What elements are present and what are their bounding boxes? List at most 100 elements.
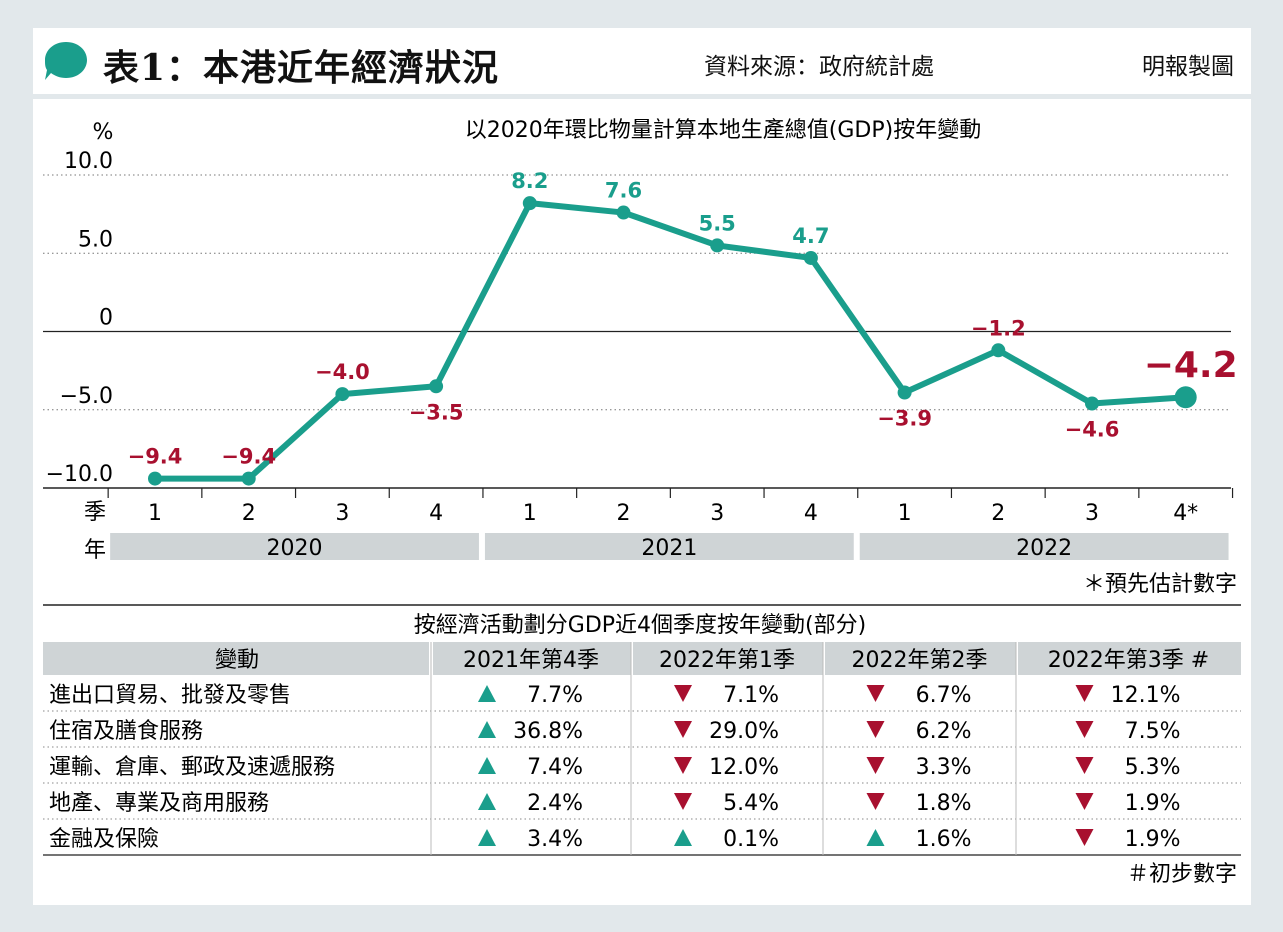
quarter-label: 2: [991, 501, 1005, 526]
y-axis-unit-label: %: [93, 120, 114, 145]
row-label: 進出口貿易、批發及零售: [49, 683, 291, 708]
year-band: [110, 533, 479, 560]
speech-bubble-icon: [45, 42, 87, 80]
sector-table: 變動 2021年第4季 2022年第1季 2022年第2季 2022年第3季 # 進出口貿…: [43, 642, 1241, 856]
year-band: [484, 533, 854, 560]
up-arrow-icon: [478, 685, 496, 702]
up-arrow-icon: [478, 721, 496, 738]
data-label: −9.4: [221, 445, 276, 469]
down-arrow-icon: [1075, 721, 1094, 738]
cell-value: 5.3%: [1125, 755, 1181, 780]
cell-value: 7.5%: [1125, 719, 1181, 744]
y-tick-labels: 10.0 5.0 0 −5.0 −10.0: [46, 149, 113, 487]
data-label: −3.5: [409, 400, 464, 424]
cell-value: 3.4%: [527, 827, 583, 852]
data-label: −1.2: [971, 316, 1026, 340]
cell-value: 2.4%: [527, 791, 583, 816]
cell-value: 1.9%: [1125, 827, 1181, 852]
down-arrow-icon: [674, 721, 692, 738]
table-header-cell: [1018, 642, 1241, 675]
data-point: [710, 238, 725, 253]
data-label: −4.0: [315, 360, 370, 384]
table-header-cell: [633, 642, 823, 675]
table-header-label: 2022年第1季: [659, 648, 795, 673]
chart-panel: 以2020年環比物量計算本地生產總值(GDP)按年變動 % 10.0 5.0 0 −5…: [33, 99, 1251, 905]
down-arrow-icon: [866, 793, 885, 810]
quarter-label: 3: [710, 501, 724, 526]
data-label: 7.6: [605, 179, 642, 203]
quarter-label: 2: [242, 501, 256, 526]
data-source: 資料來源：政府統計處: [704, 54, 934, 80]
data-point: [616, 205, 631, 220]
up-arrow-icon: [478, 757, 496, 774]
y-gridlines: [43, 174, 1231, 489]
down-arrow-icon: [1075, 793, 1094, 810]
table-header-cell: [825, 642, 1016, 675]
down-arrow-icon: [866, 757, 885, 774]
cell-value: 1.6%: [916, 827, 972, 852]
down-arrow-icon: [866, 685, 885, 702]
chart-title: 以2020年環比物量計算本地生產總值(GDP)按年變動: [465, 118, 981, 143]
quarter-label: 4: [429, 501, 443, 526]
data-label: −4.2: [1144, 345, 1238, 386]
cell-value: 0.1%: [723, 827, 779, 852]
data-point: [335, 387, 350, 402]
data-point: [1174, 386, 1197, 409]
series-line: [155, 200, 1186, 482]
down-arrow-icon: [1075, 685, 1094, 702]
table-header-cell: [433, 642, 631, 675]
quarter-label: 1: [148, 501, 162, 526]
data-point: [991, 343, 1006, 358]
cell-value: 5.4%: [723, 791, 779, 816]
down-arrow-icon: [1075, 829, 1094, 846]
table-header-label: 2021年第4季: [463, 648, 599, 673]
chart-footnote: ＊預先估計數字: [1083, 572, 1237, 597]
table-footnote: ＃初步數字: [1127, 862, 1237, 887]
cell-value: 12.1%: [1111, 683, 1181, 708]
data-label: −4.6: [1065, 417, 1120, 441]
table-header-label: 2022年第2季: [852, 648, 988, 673]
data-point: [897, 385, 912, 400]
data-point: [803, 250, 818, 265]
cell-value: 7.1%: [723, 683, 779, 708]
table-header-label: 變動: [215, 648, 259, 673]
quarter-label: 4: [804, 501, 818, 526]
cell-value: 6.7%: [916, 683, 972, 708]
cell-value: 3.3%: [916, 755, 972, 780]
quarter-label: 1: [523, 501, 537, 526]
cell-value: 29.0%: [709, 719, 779, 744]
quarter-label: 3: [335, 501, 349, 526]
quarter-label: 1: [898, 501, 912, 526]
up-arrow-icon: [478, 829, 496, 846]
header-bar: 表1：本港近年經濟狀況 資料來源：政府統計處 明報製圖: [33, 28, 1251, 94]
quarter-label: 4*: [1173, 501, 1198, 526]
graphic-credit: 明報製圖: [1142, 54, 1234, 80]
down-arrow-icon: [674, 793, 692, 810]
row-label: 住宿及膳食服務: [49, 719, 203, 744]
data-point: [1085, 396, 1099, 411]
data-label: 4.7: [792, 224, 829, 248]
table-header-cell: [43, 642, 429, 675]
cell-value: 1.9%: [1125, 791, 1181, 816]
data-label: −3.9: [877, 407, 932, 431]
up-arrow-icon: [866, 829, 885, 846]
y-tick-label: 10.0: [64, 149, 113, 174]
row-label: 地產、專業及商用服務: [49, 791, 269, 816]
data-point: [148, 471, 162, 486]
year-label: 2020: [267, 536, 323, 561]
data-label: −9.4: [128, 445, 183, 469]
x-axis: 季年 1 2 3 4 1 2 3 4 1 2 3 4* 2020 2021 2022: [84, 488, 1234, 563]
row-label: 運輸、倉庫、郵政及速遞服務: [49, 755, 335, 780]
table-header-label: 2022年第3季 #: [1048, 648, 1209, 673]
data-labels: −9.4 −9.4 −4.0 −3.5 8.2 7.6 5.5 4.7 −3.9 −1.2 −4.6…: [128, 169, 1238, 468]
data-label: 8.2: [511, 169, 548, 193]
down-arrow-icon: [674, 757, 692, 774]
year-label: 2021: [641, 536, 697, 561]
table-title: 按經濟活動劃分GDP近4個季度按年變動(部分): [414, 613, 866, 638]
down-arrow-icon: [674, 685, 692, 702]
quarter-row-label: 季: [84, 500, 106, 525]
up-arrow-icon: [674, 829, 692, 846]
cell-value: 12.0%: [709, 755, 779, 780]
y-tick-label: −10.0: [46, 462, 113, 487]
cell-value: 36.8%: [513, 719, 583, 744]
